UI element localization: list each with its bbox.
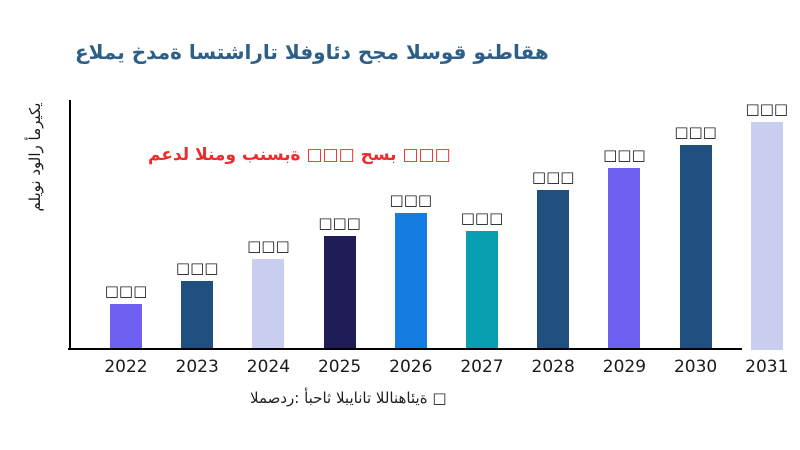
bar-value-label-2023: □□□ [175, 259, 219, 277]
bar-value-label-2029: □□□ [603, 146, 646, 164]
x-tick-label-2026: 2026 [389, 357, 433, 377]
bar-2025 [323, 236, 356, 350]
source-note: المصدر: أبحاث البيانات اللانهائية □ [250, 389, 447, 407]
bar-2026 [394, 213, 427, 350]
bar-2022 [110, 304, 142, 350]
bar-value-label-2030: □□□ [674, 123, 717, 141]
growth-rate-annotation: معدل النمو بنسبة □□□ حسب □□□ [148, 145, 451, 165]
bar-2029 [608, 168, 641, 350]
x-tick-label-2022: 2022 [104, 357, 148, 377]
bar-value-label-2031: □□□ [745, 100, 789, 118]
bar-value-label-2025: □□□ [318, 214, 361, 232]
x-tick-label-2023: 2023 [175, 357, 219, 377]
bar-value-label-2028: □□□ [531, 168, 575, 186]
x-tick-label-2024: 2024 [246, 357, 291, 377]
x-tick-label-2028: 2028 [531, 357, 575, 377]
bar-2030 [679, 145, 712, 350]
chart-title: عالمي خدمة استشارات الفوائد حجم السوق ون… [75, 40, 549, 64]
x-axis-line [68, 348, 742, 350]
bar-2024 [252, 259, 285, 350]
x-tick-label-2025: 2025 [317, 357, 362, 377]
bar-2028 [537, 190, 570, 350]
bar-2031 [750, 122, 783, 350]
x-tick-label-2027: 2027 [460, 357, 504, 377]
bar-value-label-2022: □□□ [104, 282, 148, 300]
bar-2027 [466, 231, 498, 350]
x-tick-label-2031: 2031 [745, 357, 789, 377]
bar-2023 [181, 281, 214, 350]
y-axis-spine [69, 100, 71, 350]
bar-value-label-2027: □□□ [460, 209, 504, 227]
bar-value-label-2026: □□□ [389, 191, 433, 209]
x-tick-label-2029: 2029 [602, 357, 647, 377]
x-tick-label-2030: 2030 [673, 357, 718, 377]
bar-value-label-2024: □□□ [247, 237, 290, 255]
